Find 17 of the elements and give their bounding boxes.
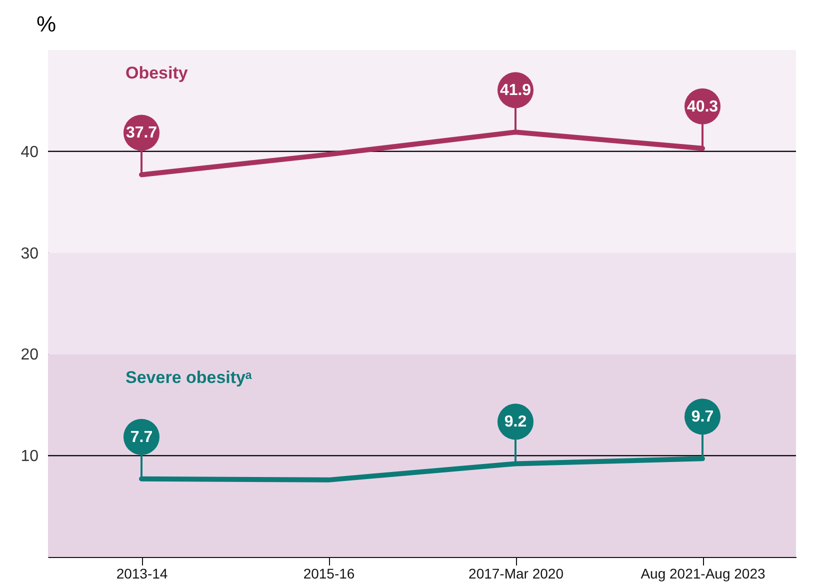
data-label: 40.3: [686, 98, 718, 116]
x-tick-label: 2015-16: [303, 566, 355, 582]
data-label: 37.7: [126, 124, 158, 142]
text: Obesity: [126, 64, 188, 83]
y-axis-title: %: [36, 12, 56, 36]
data-label: 9.2: [504, 414, 527, 431]
x-tick-label: 2013-14: [116, 566, 168, 582]
data-label: 7.7: [130, 428, 153, 446]
text: Severe obesityᵃ: [126, 368, 253, 387]
x-tick-label: Aug 2021-Aug 2023: [640, 566, 766, 582]
data-label: 41.9: [500, 82, 532, 100]
y-tick-label: 40: [20, 144, 39, 161]
y-tick-label: 10: [20, 448, 39, 466]
y-tick-label: 20: [20, 346, 39, 364]
x-tick-label: 2017-Mar 2020: [468, 566, 564, 582]
y-tick-label: 30: [20, 245, 39, 262]
data-label: 9.7: [691, 408, 714, 426]
